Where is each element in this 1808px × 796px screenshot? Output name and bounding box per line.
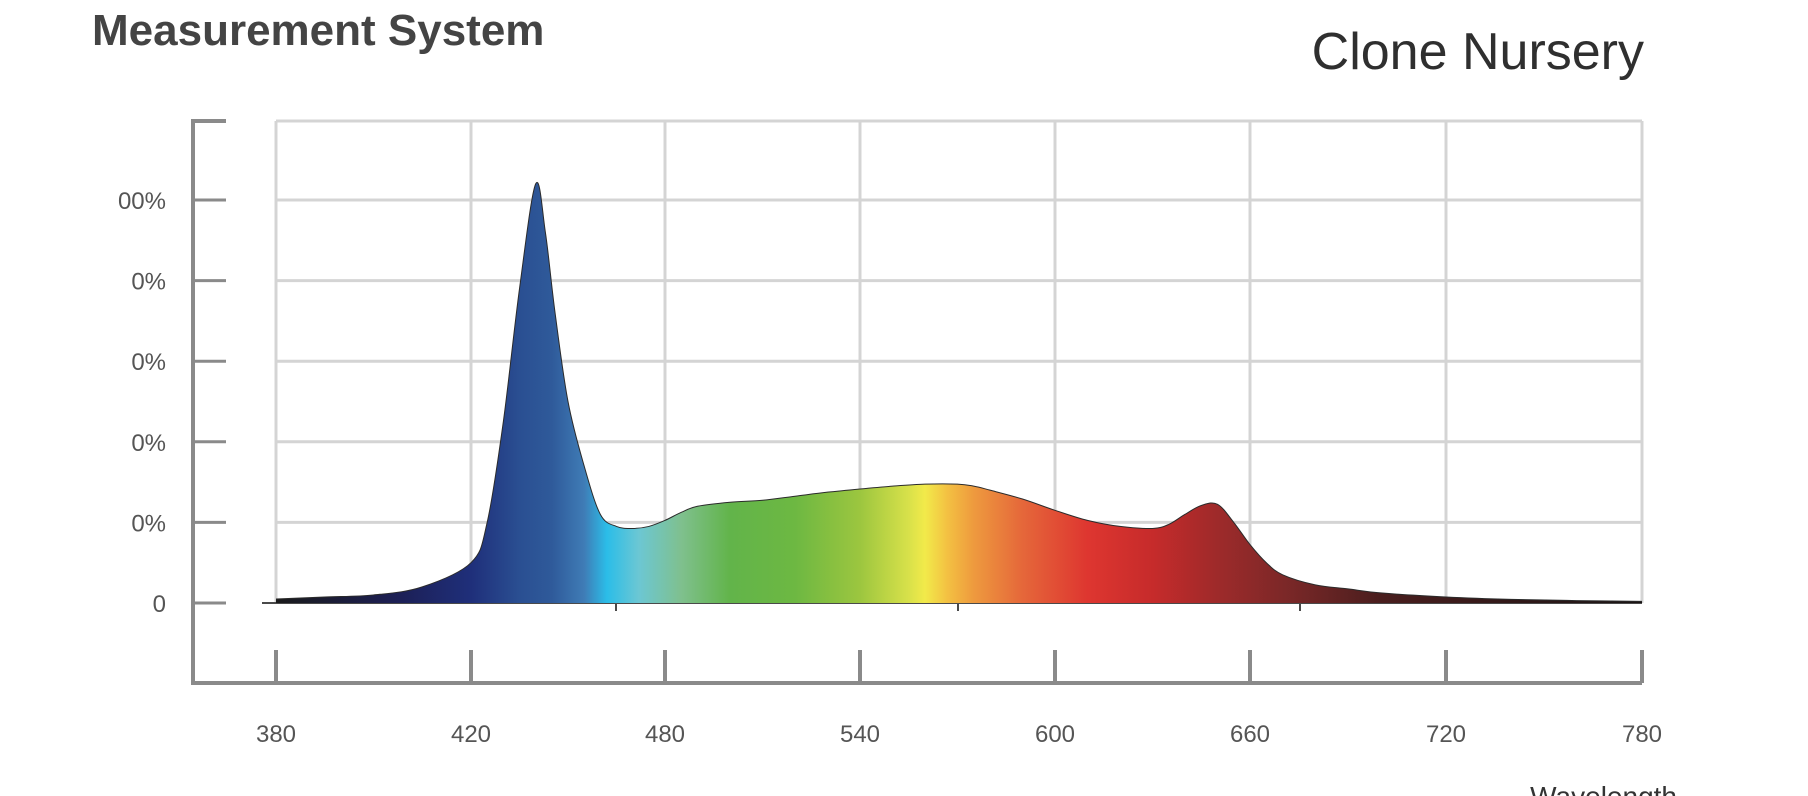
y-tick-label: 0% [131,510,166,537]
x-tick-label: 720 [1426,721,1466,748]
chart-title: Clone Nursery [1311,23,1644,81]
y-tick-label: 00% [118,188,166,215]
x-tick-label: 780 [1622,721,1662,748]
spectrum-area [276,182,1642,603]
x-tick-label: 420 [451,721,491,748]
x-tick-label: 540 [840,721,880,748]
spectrum-outline [275,181,1643,602]
grid-layer [274,119,1644,603]
x-tick-label: 600 [1035,721,1075,748]
x-axis-label: Wavelength [1530,781,1677,796]
measurement-system-title: Measurement System [92,6,545,55]
y-tick-label: 0 [153,591,166,618]
x-tick-label: 380 [256,721,296,748]
axis-frame [191,119,1642,685]
label-layer: 00%0%0%0%00%380420480540600660720780Wave… [118,188,1677,796]
y-tick-label: 0% [131,269,166,296]
x-tick-label: 480 [645,721,685,748]
y-tick-label: 0% [131,430,166,457]
y-tick-label: 0% [131,349,166,376]
x-tick-label: 660 [1230,721,1270,748]
